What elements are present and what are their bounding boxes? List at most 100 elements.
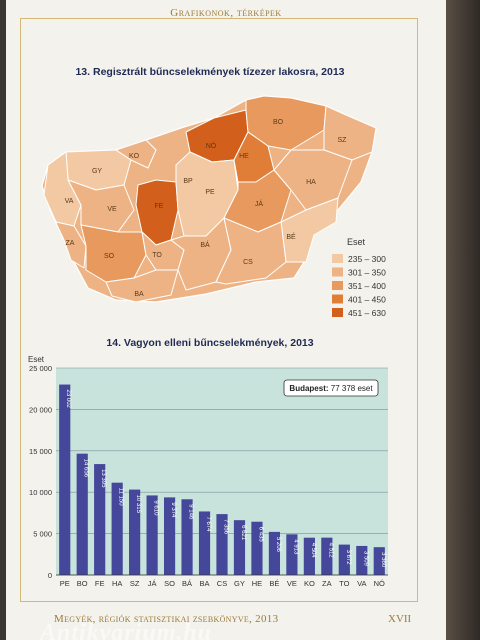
bar-value-label: 3 509 xyxy=(362,551,368,567)
bar-value-label: 7 674 xyxy=(205,516,211,532)
page-number: XVII xyxy=(388,613,412,625)
bar xyxy=(356,545,368,575)
map-title: 13. Regisztrált bűncselekmények tízezer … xyxy=(75,66,344,78)
legend-label: 301 – 350 xyxy=(348,268,386,278)
annotation-box xyxy=(283,379,379,397)
county-region xyxy=(115,139,157,169)
bar-value-label: 11 150 xyxy=(118,488,124,507)
legend-label: 451 – 630 xyxy=(348,308,386,318)
county-label: NÓ xyxy=(206,141,217,150)
x-tick-label: BA xyxy=(200,579,210,588)
bar-value-label: 5 206 xyxy=(275,537,281,553)
watermark: Antikvarium.hu xyxy=(40,620,213,640)
x-tick-label: HA xyxy=(112,579,122,588)
bar xyxy=(251,521,263,575)
bar xyxy=(129,489,141,575)
book-page: Grafikonok, térképek 13. Regisztrált bűn… xyxy=(6,0,446,640)
x-tick-label: BÉ xyxy=(269,579,279,588)
y-axis-label: Eset xyxy=(28,355,45,364)
page-frame xyxy=(20,18,418,602)
x-tick-label: JÁ xyxy=(148,579,157,588)
y-tick-label: 0 xyxy=(48,571,52,580)
county-label: BÉ xyxy=(286,232,296,241)
x-tick-label: ZA xyxy=(322,579,332,588)
bar xyxy=(268,531,281,575)
bar-value-label: 3 360 xyxy=(380,552,386,568)
bar xyxy=(286,534,298,575)
bar-value-label: 14 656 xyxy=(83,459,89,478)
county-label: SO xyxy=(104,253,115,260)
bar-value-label: 13 395 xyxy=(100,469,106,488)
county-label: ZA xyxy=(66,240,75,247)
annotation-text: Budapest: 77 378 eset xyxy=(289,384,373,393)
bar-value-label: 6 435 xyxy=(257,527,263,543)
county-label: HE xyxy=(239,153,249,160)
bar xyxy=(163,497,176,575)
x-tick-label: NÓ xyxy=(374,579,385,588)
bar xyxy=(198,511,211,575)
legend-title: Eset xyxy=(347,237,366,247)
legend-swatch xyxy=(332,308,343,317)
annotation-value: 77 378 eset xyxy=(331,384,374,393)
county-region xyxy=(105,269,179,303)
bar-value-label: 4 913 xyxy=(292,539,298,555)
bar xyxy=(76,453,88,575)
map-regions xyxy=(43,95,377,303)
x-tick-label: SZ xyxy=(130,579,140,588)
bar xyxy=(303,537,315,575)
legend-label: 351 – 400 xyxy=(348,281,386,291)
county-region xyxy=(280,197,339,263)
x-tick-label: PE xyxy=(60,579,70,588)
bar-value-label: 9 610 xyxy=(153,500,159,516)
bar-value-label: 6 621 xyxy=(240,525,246,541)
x-tick-label: SO xyxy=(164,579,175,588)
bar xyxy=(111,482,123,575)
bar-chart: 14. Vagyon elleni bűncselekmények, 2013 E… xyxy=(28,337,388,588)
county-label: GY xyxy=(92,168,102,175)
county-map: 13. Regisztrált bűncselekmények tízezer … xyxy=(41,66,386,318)
bar-value-label: 9 374 xyxy=(170,502,176,518)
bar xyxy=(373,547,385,575)
bar xyxy=(181,499,193,575)
county-labels: GY KO NÓ BO SZ VA VE FE BP PE HE JÁ HA ZA SO TO BA BÁ BÉ CS xyxy=(65,119,348,298)
county-label: BO xyxy=(273,119,284,126)
map-legend: 235 – 300 301 – 350 351 – 400 401 – 450 451 … xyxy=(332,254,386,318)
legend-label: 401 – 450 xyxy=(348,295,386,305)
county-label: BÁ xyxy=(200,240,210,249)
county-region xyxy=(245,95,327,151)
county-label: BA xyxy=(134,291,144,298)
x-tick-label: BÁ xyxy=(182,579,192,588)
bar-value-label: 23 002 xyxy=(65,390,71,409)
legend-label: 235 – 300 xyxy=(348,254,386,264)
county-region xyxy=(49,209,87,269)
x-tick-label: HE xyxy=(252,579,262,588)
county-region xyxy=(273,149,353,211)
bar-value-label: 4 504 xyxy=(310,543,316,559)
county-label: CS xyxy=(243,259,253,266)
county-label: VE xyxy=(107,206,117,213)
y-tick-label: 10 000 xyxy=(29,488,52,497)
annotation-label: Budapest: xyxy=(289,384,330,393)
x-tick-label: KO xyxy=(304,579,315,588)
bar-value-label: 9 146 xyxy=(188,504,194,520)
bar-value-label: 4 512 xyxy=(327,543,333,559)
bar xyxy=(216,514,228,575)
x-tick-label: CS xyxy=(217,579,227,588)
x-tick-label: BO xyxy=(77,579,88,588)
county-label: VA xyxy=(65,198,74,205)
county-label: JÁ xyxy=(255,199,264,208)
county-region xyxy=(43,151,82,227)
county-label: FE xyxy=(155,203,164,210)
bar xyxy=(233,520,246,575)
x-tick-label: VE xyxy=(287,579,297,588)
footer-title: Megyék, régiók statisztikai zsebkönyve, … xyxy=(54,613,279,625)
bar-value-label: 7 356 xyxy=(223,519,229,535)
y-tick-label: 25 000 xyxy=(29,364,52,373)
bar xyxy=(146,495,158,575)
county-region xyxy=(215,217,287,285)
chart-title: 14. Vagyon elleni bűncselekmények, 2013 xyxy=(106,337,313,349)
page-edge xyxy=(446,0,480,640)
county-label: HA xyxy=(306,179,316,186)
legend-swatch xyxy=(332,281,343,290)
county-region xyxy=(323,105,377,161)
